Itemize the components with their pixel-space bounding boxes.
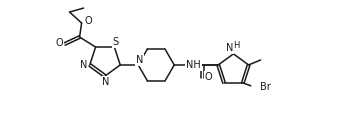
Text: N: N: [102, 77, 110, 87]
Text: O: O: [205, 72, 212, 82]
Text: N: N: [80, 60, 88, 70]
Text: N: N: [226, 43, 233, 53]
Text: S: S: [112, 37, 118, 47]
Text: O: O: [85, 16, 92, 26]
Text: H: H: [233, 41, 240, 50]
Text: N: N: [135, 55, 143, 65]
Text: Br: Br: [260, 82, 270, 92]
Text: O: O: [56, 38, 64, 48]
Text: NH: NH: [186, 60, 201, 70]
